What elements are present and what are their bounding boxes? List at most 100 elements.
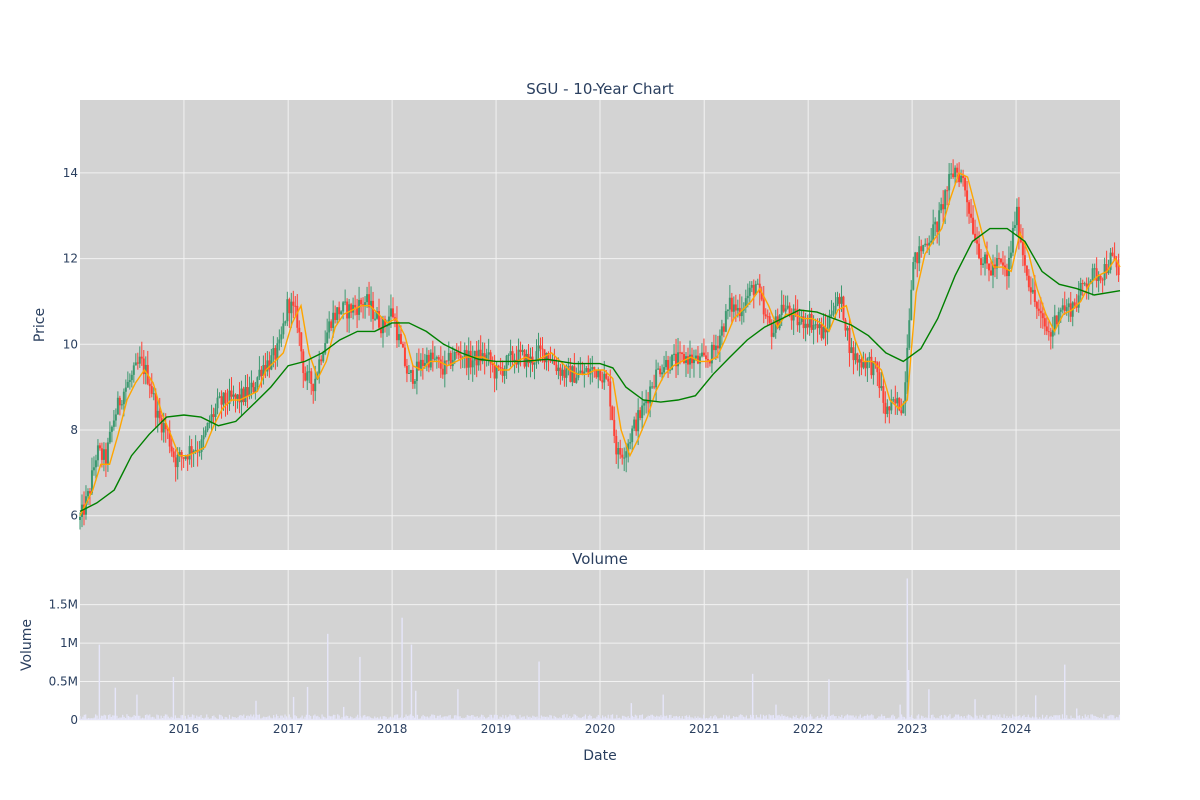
volume-bar [247, 715, 249, 720]
volume-bar [419, 718, 421, 720]
volume-bar [233, 717, 235, 720]
volume-bar [731, 718, 733, 720]
candle-body [716, 345, 719, 349]
volume-bar [492, 717, 494, 720]
volume-bar [82, 716, 84, 720]
candle-body [683, 353, 686, 363]
volume-bar [851, 715, 853, 720]
volume-bar [381, 718, 383, 720]
candle-body [989, 270, 992, 276]
volume-bar [742, 716, 745, 720]
volume-bar [278, 718, 280, 720]
volume-bar [787, 716, 789, 720]
candle-body [964, 178, 967, 191]
volume-bar [576, 715, 578, 720]
volume-bar [896, 718, 898, 720]
candle-body [98, 445, 101, 449]
volume-bar [302, 718, 305, 720]
candle-body [1067, 303, 1070, 308]
candle-body [190, 446, 193, 454]
volume-bar [818, 718, 820, 720]
volume-spike-bar [327, 633, 329, 720]
candle-body [194, 449, 197, 451]
candle-body [852, 347, 855, 361]
volume-bar [116, 715, 118, 720]
candle-body [499, 366, 502, 369]
volume-bar [701, 718, 703, 720]
volume-bar [757, 717, 759, 720]
candle-body [342, 302, 345, 312]
volume-bar [627, 716, 629, 720]
volume-bar [389, 716, 392, 720]
candle-body [1051, 330, 1054, 337]
volume-bar [285, 716, 288, 720]
volume-bar [570, 718, 572, 720]
volume-bar [530, 717, 532, 720]
volume-bar [432, 714, 434, 720]
volume-bar [728, 715, 730, 720]
volume-bar [442, 716, 444, 720]
volume-bar [791, 718, 793, 720]
volume-bar [802, 718, 804, 720]
candle-body [794, 308, 797, 311]
volume-bar [735, 716, 738, 720]
volume-bar [1100, 717, 1102, 720]
candle-body [280, 334, 283, 340]
candle-body [1081, 283, 1084, 285]
candle-body [914, 252, 917, 263]
volume-bar [143, 718, 145, 720]
volume-bar [231, 716, 233, 720]
candle-body [449, 352, 452, 367]
volume-bar [100, 715, 102, 720]
candle-body [1035, 301, 1038, 309]
candle-body [926, 243, 929, 246]
candle-body [467, 350, 470, 368]
candle-body [856, 353, 859, 363]
candle-body [545, 353, 548, 363]
candle-body [946, 190, 949, 192]
volume-bar [453, 715, 456, 720]
volume-bar [1117, 717, 1119, 720]
volume-bar [583, 716, 585, 720]
volume-bar [815, 717, 817, 720]
volume-bar [201, 717, 204, 720]
volume-bar [754, 718, 756, 720]
volume-bar [774, 718, 776, 720]
volume-bar [1030, 717, 1032, 720]
volume-bar [898, 717, 900, 720]
volume-spike-bar [1064, 664, 1066, 720]
volume-spike-bar [98, 644, 101, 720]
volume-bar [631, 715, 634, 720]
volume-bar [1043, 718, 1045, 720]
volume-bar [826, 716, 829, 720]
candle-body [886, 406, 889, 415]
volume-bar [257, 715, 259, 720]
volume-bar [999, 714, 1001, 720]
candle-body [1099, 275, 1102, 280]
candle-body [1055, 315, 1058, 324]
x-tick: 2018 [377, 722, 408, 736]
volume-bar [493, 714, 495, 720]
volume-bar [952, 717, 954, 720]
volume-bar [92, 718, 94, 720]
volume-bar [856, 718, 859, 720]
candle-body [974, 233, 977, 241]
volume-bar [722, 714, 725, 720]
volume-bar [678, 716, 681, 720]
volume-bar [888, 717, 890, 720]
volume-bar [436, 715, 438, 720]
volume-bar [526, 715, 528, 720]
volume-bar [1071, 718, 1074, 720]
volume-bar [475, 716, 477, 720]
candle-body [734, 304, 737, 311]
volume-bar [533, 716, 535, 720]
volume-bar [986, 715, 988, 720]
volume-bar [1014, 716, 1017, 720]
volume-bar [513, 715, 515, 720]
volume-bar [973, 718, 975, 720]
volume-bar [275, 714, 278, 720]
volume-bar [905, 718, 907, 720]
volume-bar [337, 714, 339, 720]
volume-bar [762, 714, 765, 720]
volume-bar [189, 717, 191, 720]
